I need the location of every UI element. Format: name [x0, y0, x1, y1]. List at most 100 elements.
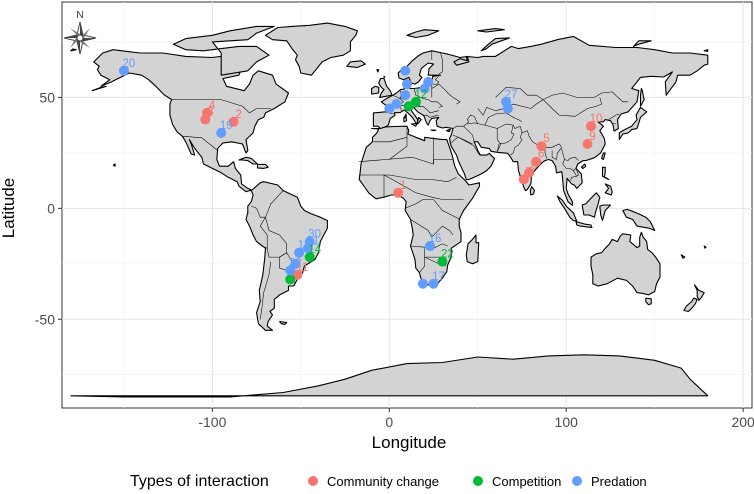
data-point: [400, 90, 411, 101]
country-border: [463, 126, 475, 142]
country-border: [510, 126, 523, 156]
country-border: [373, 137, 408, 143]
data-point: [403, 101, 414, 112]
country-border: [608, 113, 620, 120]
data-point: [202, 107, 213, 118]
x-tick-label: 0: [385, 414, 393, 430]
y-axis-title: Latitude: [0, 178, 18, 239]
land-polygon: [406, 29, 440, 39]
data-point: [384, 103, 395, 114]
land-polygon: [410, 122, 418, 127]
x-axis-title: Longitude: [372, 433, 447, 452]
point-label: 17: [432, 271, 445, 283]
point-label: 12: [414, 89, 427, 101]
data-point: [118, 65, 129, 76]
country-border: [413, 88, 443, 108]
land-polygon: [346, 60, 366, 68]
country-border: [171, 99, 271, 114]
point-label: 4: [209, 100, 216, 112]
y-tick-label: 50: [39, 89, 55, 105]
data-point: [524, 167, 535, 178]
land-polygon: [575, 221, 593, 229]
land-polygon: [279, 320, 288, 325]
land-polygon: [93, 49, 290, 193]
land-polygon: [601, 152, 606, 161]
country-border: [451, 137, 459, 144]
data-point: [290, 258, 301, 269]
land-polygon: [618, 106, 648, 141]
legend: Types of interaction Community change Com…: [130, 473, 647, 490]
data-point: [393, 187, 404, 198]
data-point: [294, 247, 305, 258]
data-point: [518, 174, 529, 185]
point-label: 5: [543, 133, 549, 145]
point-label: 21: [307, 235, 320, 247]
data-point: [536, 141, 547, 152]
land-polygon: [70, 48, 77, 52]
country-border: [560, 146, 579, 161]
land-polygon: [693, 284, 705, 301]
legend-item-label: Community change: [327, 474, 439, 489]
land-polygon: [590, 231, 661, 296]
legend-swatch: [308, 476, 318, 486]
country-border: [405, 199, 461, 220]
land-polygon: [622, 208, 656, 232]
land-polygon: [465, 234, 480, 265]
data-point: [586, 121, 596, 132]
country-border: [256, 217, 268, 249]
point-label: 1: [400, 180, 406, 192]
data-point: [228, 116, 239, 127]
data-point: [531, 156, 542, 167]
land-polygon: [112, 163, 116, 167]
land-polygon: [70, 354, 709, 398]
land-polygon: [556, 195, 578, 222]
land-polygon: [632, 40, 652, 47]
data-point: [400, 65, 411, 76]
country-border: [466, 114, 479, 125]
land-polygon: [639, 87, 645, 107]
country-border: [383, 174, 464, 200]
country-border: [431, 83, 461, 105]
land-polygon: [445, 128, 451, 133]
data-point: [216, 127, 227, 138]
point-label: 3: [207, 107, 213, 119]
data-point: [425, 241, 435, 252]
legend-title: Types of interaction: [130, 473, 269, 490]
country-border: [423, 114, 431, 118]
land-polygon: [581, 192, 601, 218]
country-border: [573, 167, 579, 177]
point-label: 16: [429, 233, 442, 245]
country-border: [438, 52, 443, 75]
country-border: [251, 190, 284, 218]
land-polygon: [601, 166, 610, 181]
land-polygon: [376, 69, 380, 73]
land-polygon: [703, 49, 709, 52]
land-polygon: [172, 25, 275, 76]
data-point: [285, 274, 296, 285]
point-label: 19: [220, 120, 233, 132]
x-tick-label: 200: [731, 414, 754, 430]
axes: -100 0 100 200 -50 0 50: [35, 89, 754, 430]
country-border: [429, 114, 439, 118]
country-border: [279, 252, 287, 271]
land-polygon: [358, 125, 481, 286]
land-polygon: [264, 22, 359, 76]
point-label: 14: [308, 244, 321, 256]
x-tick-label: -100: [198, 414, 226, 430]
land-polygon: [403, 116, 408, 123]
point-label: 6: [538, 149, 544, 161]
country-border: [259, 261, 272, 320]
land-polygon: [645, 297, 652, 306]
land-polygon: [378, 77, 393, 98]
land-polygon: [599, 204, 612, 222]
land-polygon: [604, 183, 613, 196]
point-label: 20: [123, 58, 136, 70]
point-label: 8: [531, 160, 537, 172]
data-point: [437, 256, 448, 267]
data-point: [582, 138, 593, 149]
land-polygon: [529, 186, 535, 196]
land-polygon: [430, 129, 437, 132]
point-label: 32: [289, 257, 302, 269]
